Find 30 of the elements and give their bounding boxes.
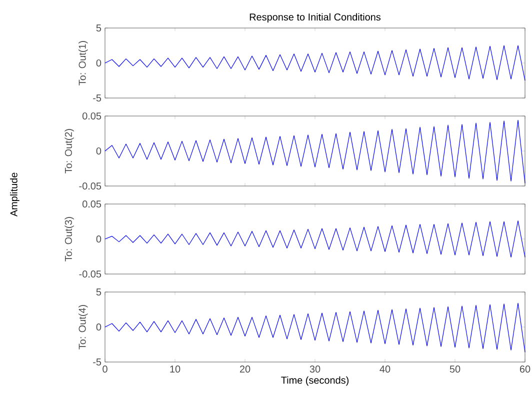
line-series <box>104 302 526 353</box>
chart-title: Response to Initial Conditions <box>250 13 381 23</box>
y-axis-title: To: Out(3) <box>64 217 74 262</box>
x-tick-label: 10 <box>170 366 180 373</box>
y-tick-label: 0 <box>96 323 102 331</box>
line-series <box>104 120 526 184</box>
text: Amplitude <box>10 172 20 217</box>
y-tick-label: 5 <box>96 288 102 296</box>
y-tick-label: 0.05 <box>82 200 102 208</box>
line-series <box>104 220 526 258</box>
y-tick-label: 0 <box>96 235 102 243</box>
y-tick-label: 0 <box>96 147 102 155</box>
x-tick-label: 20 <box>240 366 250 373</box>
x-tick-label: 60 <box>520 366 530 373</box>
y-tick-label: -5 <box>93 94 102 102</box>
y-tick-label: -0.05 <box>79 270 102 278</box>
y-tick-label: -0.05 <box>79 182 102 190</box>
y-axis-title: To: Out(2) <box>64 129 74 174</box>
line-series <box>104 45 526 81</box>
y-tick-label: 5 <box>96 24 102 32</box>
x-tick-label: 40 <box>380 366 390 373</box>
y-axis-title: To: Out(1) <box>78 41 88 86</box>
x-tick-label: 0 <box>102 366 108 373</box>
x-tick-label: 30 <box>310 366 320 373</box>
y-tick-label: 0.05 <box>82 112 102 120</box>
x-tick-label: 50 <box>450 366 460 373</box>
y-tick-label: -5 <box>93 358 102 366</box>
y-tick-label: 0 <box>96 59 102 67</box>
x-axis-title: Time (seconds) <box>281 376 349 386</box>
y-axis-title: To: Out(4) <box>78 305 88 350</box>
